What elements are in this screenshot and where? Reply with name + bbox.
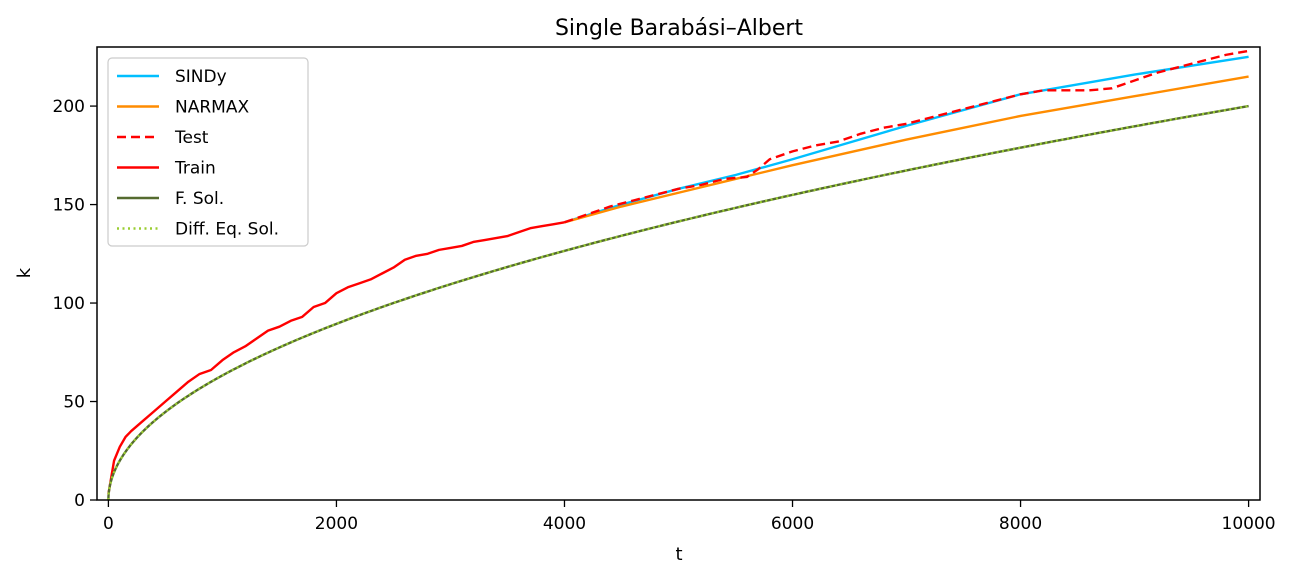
x-tick-label: 6000	[771, 514, 814, 534]
series-line-sindy	[564, 55, 1249, 224]
y-tick-label: 0	[74, 491, 85, 511]
x-tick-label: 8000	[999, 514, 1042, 534]
legend-label: F. Sol.	[175, 189, 224, 209]
series-line-diff-eq-sol	[107, 104, 1249, 501]
chart-legend: SINDy NARMAX Test Train F. Sol. Diff. Eq. Sol…	[107, 57, 309, 247]
legend-label: Diff. Eq. Sol.	[175, 220, 279, 240]
legend-label: SINDy	[175, 67, 227, 87]
plot-series-group	[107, 49, 1249, 501]
x-tick-label: 2000	[315, 514, 358, 534]
legend-label: Test	[174, 128, 209, 148]
series-line-train	[107, 221, 565, 495]
y-tick-label: 50	[63, 393, 85, 413]
y-axis-ticks: 0 50 100 150 200	[53, 97, 97, 511]
y-axis-label: k	[14, 267, 35, 278]
y-tick-label: 100	[53, 294, 85, 314]
x-tick-label: 10000	[1222, 514, 1276, 534]
series-line-test	[564, 49, 1249, 224]
legend-label: NARMAX	[175, 98, 249, 118]
y-tick-label: 200	[53, 97, 85, 117]
axes-frame	[96, 46, 1261, 501]
chart-title: Single Barabási–Albert	[555, 16, 803, 41]
series-line-narmax	[564, 75, 1249, 224]
x-axis-label: t	[675, 544, 682, 565]
x-tick-label: 0	[103, 514, 114, 534]
legend-label: Train	[174, 159, 216, 179]
x-axis-ticks: 0 2000 4000 6000 8000 10000	[103, 500, 1276, 534]
y-tick-label: 150	[53, 196, 85, 216]
x-tick-label: 4000	[543, 514, 586, 534]
